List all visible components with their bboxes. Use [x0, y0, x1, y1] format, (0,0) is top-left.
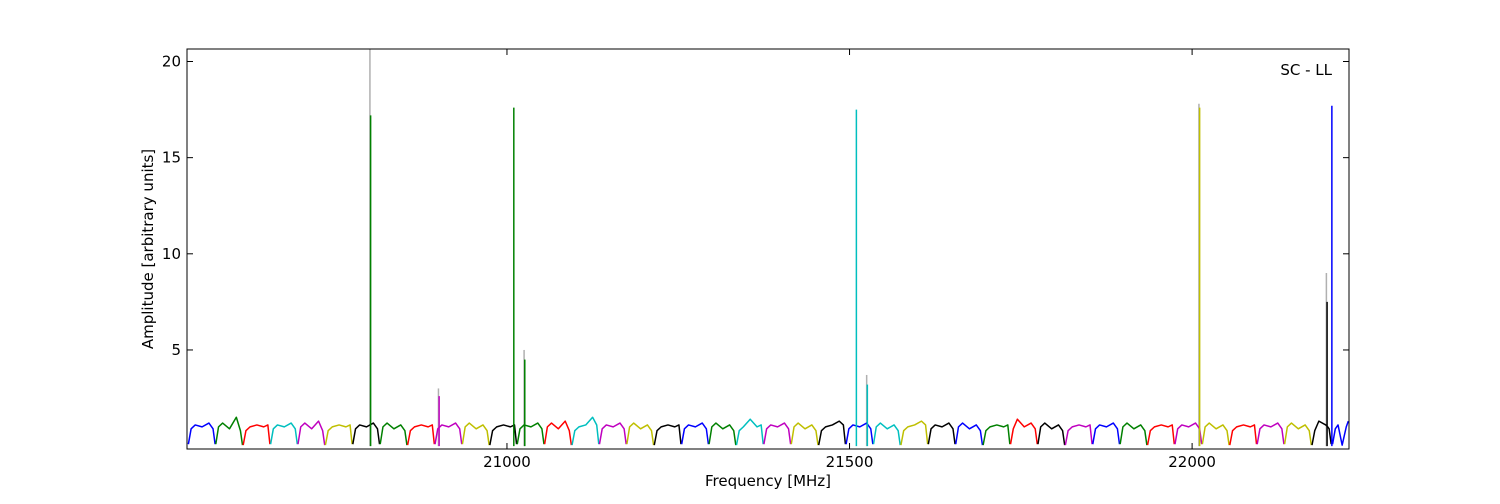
y-tick-label: 15	[162, 149, 181, 167]
spectrum-line	[242, 424, 271, 446]
spectrum-line	[845, 422, 874, 445]
spectrum-line	[1009, 418, 1039, 445]
spectrum-line	[489, 424, 518, 446]
spectrum-line	[1331, 420, 1349, 446]
spectrum-line	[571, 416, 600, 446]
spectrum-line	[626, 422, 655, 446]
spectrum-line	[1064, 424, 1093, 446]
spectrum-line	[872, 422, 901, 446]
spectrum-line	[900, 420, 929, 446]
spectrum-line	[434, 422, 463, 445]
spectrum-line	[187, 422, 216, 445]
spectrum-line	[324, 424, 353, 446]
y-tick-label: 5	[171, 341, 181, 359]
spectrum-line	[461, 422, 490, 446]
spectrum-line	[1229, 424, 1258, 446]
x-tick-label: 22000	[1168, 453, 1216, 471]
spectrum-line	[763, 422, 792, 445]
spectrum-line	[708, 422, 737, 446]
plot-area	[187, 49, 1349, 447]
spectrum-line	[653, 424, 682, 446]
x-tick-label: 21000	[483, 453, 531, 471]
spectrum-line	[1174, 422, 1203, 445]
y-tick-label: 20	[162, 53, 181, 71]
spectrum-line	[927, 422, 956, 445]
spectrum-line	[598, 422, 627, 445]
spectrum-line	[516, 422, 545, 445]
spectrum-line	[379, 422, 408, 446]
spectrum-line	[543, 420, 573, 446]
spectrum-line	[1256, 422, 1285, 445]
spectrum-line	[680, 422, 710, 445]
spectrum-line	[1146, 424, 1176, 446]
spectrum-line	[790, 422, 819, 446]
spectrum-line	[735, 418, 764, 446]
spectrum-line	[954, 422, 984, 446]
spectrum-line	[297, 420, 326, 446]
spectrum-line	[406, 424, 436, 446]
axes-frame	[186, 48, 1350, 450]
y-tick-label: 10	[162, 245, 181, 263]
spectrum-line	[1037, 422, 1066, 446]
annotation: SC - LL	[1280, 61, 1332, 79]
spectrum-line	[1201, 422, 1230, 446]
spectrum-line	[1283, 422, 1313, 446]
spectrum-line	[817, 420, 847, 446]
spectrum-line	[352, 422, 381, 445]
spectrum-line	[269, 422, 299, 445]
x-axis-label: Frequency [MHz]	[705, 472, 831, 490]
y-axis-label: Amplitude [arbitrary units]	[139, 149, 157, 349]
spectrum-line	[1092, 422, 1121, 445]
spectrum-line	[1119, 422, 1148, 446]
x-tick-label: 21500	[826, 453, 874, 471]
spectrum-line	[215, 416, 244, 446]
spectrum-line	[1311, 420, 1332, 446]
spectrum-line	[982, 424, 1011, 446]
